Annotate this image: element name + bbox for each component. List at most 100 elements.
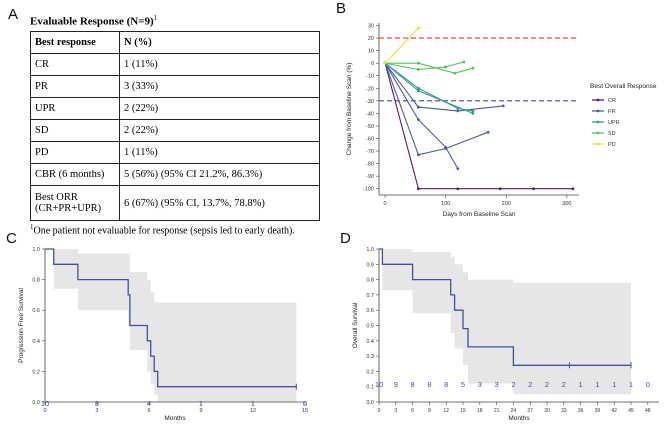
y-tick-label: 0.6 [366,308,374,314]
header-n-percent: N (%) [119,31,320,54]
x-tick-label: 12 [250,408,256,414]
at-risk-count: 1 [629,380,633,389]
at-risk-count: 3 [495,380,499,389]
x-tick-label: 9 [428,408,431,414]
table-header-row: Best response N (%) [30,31,320,54]
y-axis-label: Overall Survival [352,302,359,348]
data-point-sd [471,66,475,70]
data-point-pr [416,118,420,122]
at-risk-count: 10 [375,380,383,389]
row-value: 2 (22%) [119,119,320,142]
row-label: CBR (6 months) [30,163,120,186]
y-tick-label: 0.1 [366,385,374,391]
y-tick-label: 10 [368,49,374,55]
data-point-cr [532,187,535,191]
x-tick-label: 6 [147,408,150,414]
at-risk-count: 8 [427,380,431,389]
data-point-sd [444,65,448,69]
table-row: PD 1 (11%) [30,141,320,164]
at-risk-count: 0 [303,399,307,408]
data-point-sd [416,61,420,65]
x-tick-label: 30 [544,408,550,414]
row-value: 3 (33%) [119,75,320,98]
at-risk-count: 10 [41,399,49,408]
legend-marker-pd [596,142,600,146]
y-tick-label: 0.3 [366,354,374,360]
chart-d-os: 0.00.10.20.30.40.50.60.70.80.91.00 3 6 9 12 1… [352,247,659,422]
at-risk-count: 9 [394,380,398,389]
row-value: 1 (11%) [119,141,320,164]
x-tick-label: 15 [460,408,466,414]
x-axis-label: Days from Baseline Scan [443,211,516,218]
row-label: UPR [30,97,120,120]
y-tick-label: -90 [366,174,374,180]
y-tick-label: -30 [366,99,374,105]
y-tick-label: -60 [366,137,374,143]
at-risk-count: 2 [562,380,566,389]
y-tick-label: 0.5 [366,324,374,330]
x-tick-label: 100 [441,201,450,207]
legend-label-sd: SD [608,131,616,137]
x-tick-label: 21 [494,408,500,414]
series-line-pr [384,62,459,169]
response-table-panel: Evaluable Response (N=9)1 Best response … [30,14,320,236]
data-point-sd [453,71,457,75]
response-table: Best response N (%) CR 1 (11%) PR 3 (33%) … [30,31,320,221]
row-value: 2 (22%) [119,97,320,120]
x-tick-label: 12 [443,408,449,414]
panel-label-d: D [340,230,351,247]
y-tick-label: 1.0 [32,247,40,253]
legend-label-cr: CR [608,98,616,104]
panel-label-a: A [8,6,19,23]
at-risk-count: 8 [411,380,415,389]
x-tick-label: 24 [511,408,517,414]
y-tick-label: -80 [366,162,374,168]
y-tick-label: -50 [366,124,374,130]
data-point-sd [462,60,466,64]
at-risk-count: 1 [595,380,599,389]
data-point-upr [471,109,475,113]
at-risk-count: 2 [545,380,549,389]
row-label: SD [30,119,120,142]
y-tick-label: 0.4 [32,339,40,345]
at-risk-count: 8 [444,380,448,389]
series-line-cr [384,63,573,190]
legend-marker-sd [596,131,600,135]
y-tick-label: -10 [366,74,374,80]
x-tick-label: 0 [384,201,387,207]
x-tick-label: 0 [43,408,46,414]
x-tick-label: 3 [95,408,98,414]
y-tick-label: 0 [371,61,374,67]
panel-label-c: C [6,230,17,247]
legend-title: Best Overall Response [590,83,657,90]
y-tick-label: 0.6 [32,308,40,314]
row-value: 1 (11%) [119,53,320,76]
y-tick-label: 0.2 [366,369,374,375]
at-risk-count: 5 [461,380,465,389]
y-tick-label: 0.8 [366,278,374,284]
at-risk-count: 2 [511,380,515,389]
at-risk-count: 3 [478,380,482,389]
data-point-pr [456,109,460,113]
x-tick-label: 15 [302,408,308,414]
x-tick-label: 300 [562,201,571,207]
legend-marker-cr [596,98,600,102]
series-line-sd [384,61,464,71]
y-tick-label: -70 [366,149,374,155]
table-row: SD 2 (22%) [30,119,320,142]
table-row: UPR 2 (22%) [30,97,320,120]
series-line-pr [384,62,504,112]
y-axis-label: Change from Baseline Scan (%) [346,63,353,156]
y-tick-label: 0.8 [32,278,40,284]
at-risk-count: 1 [251,399,255,408]
y-tick-label: 30 [368,24,374,30]
legend-marker-pr [596,109,600,113]
x-tick-label: 33 [561,408,567,414]
x-tick-label: 3 [394,408,397,414]
table-row: CR 1 (11%) [30,53,320,76]
row-label: Best ORR (CR+PR+UPR) [30,185,120,221]
y-tick-label: 0.4 [366,339,374,345]
x-tick-label: 42 [611,408,617,414]
x-tick-label: 36 [578,408,584,414]
data-point-sd [416,68,420,71]
